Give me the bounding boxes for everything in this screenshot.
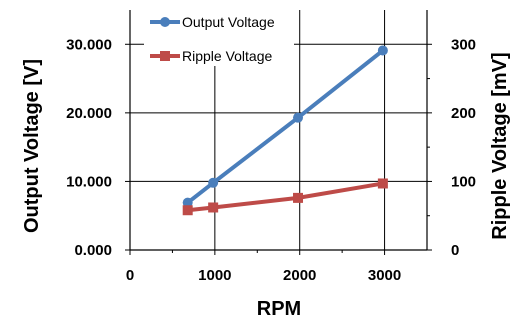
- output-voltage-point: [293, 112, 304, 123]
- output-voltage-point: [208, 177, 219, 188]
- series-layer: [182, 45, 388, 216]
- ripple-voltage-line: [187, 181, 384, 213]
- output-voltage-point: [182, 197, 193, 208]
- output-voltage-legend-marker: [160, 17, 170, 27]
- ripple-voltage-point: [208, 202, 219, 213]
- y-tick-label: 10.000: [66, 173, 112, 190]
- x-tick-label: 3000: [368, 267, 401, 284]
- legend: Output Voltage Ripple Voltage: [144, 10, 294, 66]
- x-tick-label: 2000: [283, 267, 316, 284]
- x-tick-label: 1000: [198, 267, 231, 284]
- y2-tick-label: 300: [451, 36, 476, 53]
- y-axis-title: Output Voltage [V]: [21, 59, 43, 233]
- y-tick-label: 30.000: [66, 36, 112, 53]
- ripple-voltage-legend-label: Ripple Voltage: [182, 48, 273, 64]
- ripple-voltage-legend-marker: [160, 51, 170, 61]
- y2-tick-label: 200: [451, 105, 476, 122]
- ripple-voltage-point: [182, 205, 193, 216]
- output-voltage-legend-label: Output Voltage: [182, 14, 275, 30]
- output-voltage-line: [186, 48, 385, 205]
- y-tick-label: 0.000: [74, 242, 112, 259]
- y2-tick-label: 100: [451, 173, 476, 190]
- axes: [125, 10, 432, 255]
- output-voltage-point: [377, 45, 388, 56]
- y-tick-label: 20.000: [66, 105, 112, 122]
- x-tick-label: 0: [126, 267, 134, 284]
- ripple-voltage-point: [377, 178, 388, 189]
- y2-axis-title: Ripple Voltage [mV]: [489, 52, 511, 239]
- y2-tick-label: 0: [451, 242, 459, 259]
- x-axis-title: RPM: [257, 298, 301, 320]
- ripple-voltage-point: [293, 192, 304, 203]
